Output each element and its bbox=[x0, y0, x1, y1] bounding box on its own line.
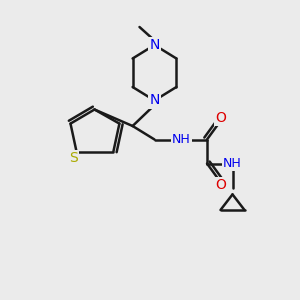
Text: O: O bbox=[215, 111, 226, 124]
Text: NH: NH bbox=[172, 133, 191, 146]
Text: S: S bbox=[69, 151, 78, 165]
Text: NH: NH bbox=[223, 157, 242, 170]
Text: O: O bbox=[215, 178, 226, 192]
Text: N: N bbox=[149, 94, 160, 107]
Text: N: N bbox=[149, 38, 160, 52]
